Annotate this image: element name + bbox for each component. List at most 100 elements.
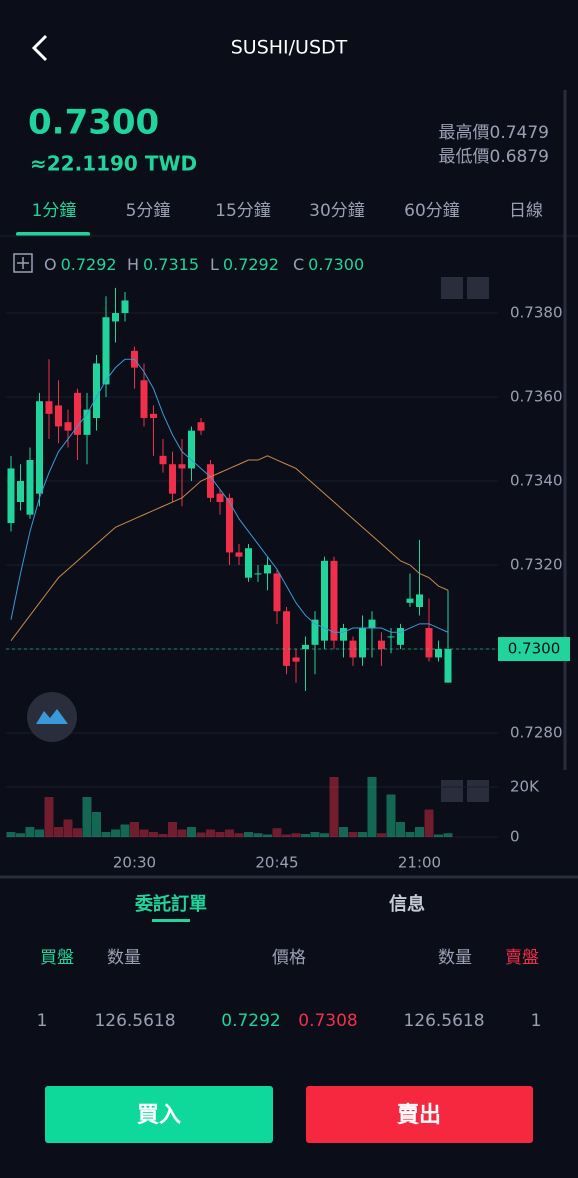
ohlc-item: O 0.7292: [44, 255, 117, 274]
volume-bar: [291, 833, 301, 837]
price: 0.7300: [28, 103, 159, 143]
interval-tab[interactable]: 60分鐘: [404, 201, 460, 221]
candle-body: [378, 640, 385, 650]
candle-body: [140, 380, 148, 419]
volume-button[interactable]: [441, 780, 463, 802]
candle-body: [264, 565, 271, 574]
ohlc-legend: O 0.7292 H 0.7315 L 0.7292 C 0.7300: [44, 255, 364, 274]
interval-tab[interactable]: 1分鐘: [32, 201, 77, 221]
candle-body: [36, 401, 43, 494]
candle-body: [235, 552, 243, 557]
candle-body: [254, 573, 262, 575]
volume-bar: [149, 832, 158, 837]
volume-bar: [263, 834, 272, 837]
candle-body: [102, 317, 110, 385]
ohlc-key: C: [293, 255, 304, 274]
volume-expand-button[interactable]: [467, 780, 489, 802]
sell-button[interactable]: [306, 1086, 533, 1143]
expand-button[interactable]: [467, 277, 489, 299]
ohlc-key: O: [44, 255, 57, 274]
indicator-toggle[interactable]: [13, 253, 33, 273]
volume-bar: [168, 822, 177, 837]
candle-body: [55, 405, 62, 427]
volume-bar: [310, 832, 320, 837]
candle-body: [273, 573, 281, 612]
tab-orders[interactable]: 委託訂單: [134, 893, 207, 915]
active-tab-indicator: [152, 919, 190, 922]
high-value: 0.7479: [490, 123, 549, 143]
volume-bar: [139, 829, 149, 837]
volume-bar: [339, 827, 348, 837]
volume-bar: [244, 832, 253, 837]
sell-label: 賣出: [397, 1103, 441, 1128]
interval-tab[interactable]: 30分鐘: [309, 201, 365, 221]
ohlc-value: 0.7300: [308, 255, 364, 274]
candle-body: [7, 468, 15, 524]
volume-bar: [54, 827, 63, 837]
volume-bar: [73, 828, 82, 837]
tab-info[interactable]: 信息: [389, 893, 425, 915]
zoom-button[interactable]: [441, 277, 463, 299]
column-header: 数量: [107, 948, 141, 968]
buy-label: 買入: [137, 1103, 181, 1128]
ohlc-key: H: [127, 255, 139, 274]
interval-tab[interactable]: 15分鐘: [215, 201, 271, 221]
ohlc-value: 0.7315: [143, 255, 199, 274]
interval-tab[interactable]: 5分鐘: [126, 201, 171, 221]
volume-bar: [415, 827, 424, 837]
candle-body: [435, 649, 442, 658]
ohlc-item: L 0.7292: [210, 255, 279, 274]
volume-bar: [282, 834, 291, 837]
high-label: 最高價: [439, 123, 490, 143]
volume-bar: [44, 797, 54, 837]
last-price-box: [498, 637, 570, 662]
volume-bar: [35, 829, 44, 837]
active-tab-indicator: [16, 232, 90, 236]
candle-body: [444, 649, 452, 683]
title: SUSHI/USDT: [231, 37, 348, 59]
candlestick-chart: 0.7380 0.7360 0.7340 0.7320 0.7300 0.7280 20K 0…: [6, 287, 570, 872]
volume-bar: [348, 832, 358, 837]
column-header: 数量: [438, 948, 472, 968]
low-price: 最低價0.6879: [439, 147, 549, 167]
volume-bar: [130, 822, 139, 837]
last-price-label: 0.7300: [508, 640, 561, 658]
back-button[interactable]: [31, 34, 48, 62]
candle-body: [340, 628, 347, 641]
column-header: 買盤: [40, 948, 74, 968]
volume-bar: [320, 833, 329, 837]
y-tick-label: 0.7320: [510, 556, 563, 574]
volume-bar: [358, 832, 367, 837]
volume-bar: [234, 833, 244, 837]
candle-body: [359, 628, 366, 658]
y-tick-label: 0.7280: [510, 724, 563, 742]
volume-bar: [215, 832, 225, 837]
y-tick-label: 0.7340: [510, 472, 563, 490]
candle-body: [349, 640, 357, 658]
interval-tab[interactable]: 日線: [509, 201, 543, 221]
column-header: 賣盤: [505, 948, 539, 968]
volume-bar: [120, 824, 130, 837]
order-cell: 1: [37, 1011, 48, 1031]
candle-body: [74, 392, 81, 435]
volume-tick-label: 20K: [510, 778, 540, 796]
volume-bar: [253, 833, 263, 837]
candle-body: [330, 560, 338, 641]
ma-line: [10, 358, 449, 633]
volume-bar: [396, 822, 405, 837]
interval-tabs: 1分鐘 5分鐘 15分鐘 30分鐘 60分鐘 日線: [32, 201, 543, 221]
ohlc-value: 0.7292: [223, 255, 279, 274]
candle-body: [26, 460, 34, 515]
candle-body: [150, 413, 157, 419]
candle-body: [226, 497, 233, 553]
order-cell: 0.7292: [221, 1011, 280, 1031]
candle-body: [93, 363, 100, 419]
volume-bar: [196, 832, 206, 837]
candle-body: [188, 430, 195, 469]
candle-body: [83, 409, 91, 435]
buy-button[interactable]: [45, 1086, 273, 1143]
x-tick-label: 21:00: [398, 854, 441, 872]
volume-bar: [111, 829, 120, 837]
